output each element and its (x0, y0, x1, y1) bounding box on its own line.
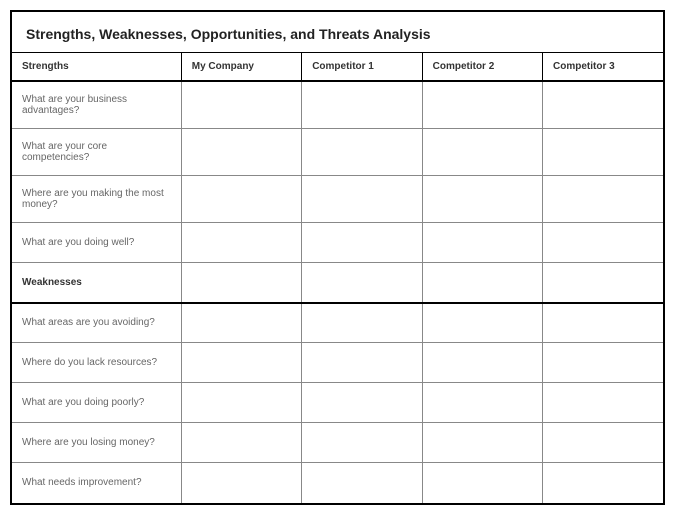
data-cell (181, 263, 301, 303)
data-cell (422, 223, 542, 263)
question-cell: What needs improvement? (12, 463, 181, 503)
data-cell (181, 223, 301, 263)
question-cell: What are you doing well? (12, 223, 181, 263)
data-cell (181, 176, 301, 223)
question-cell: Where do you lack resources? (12, 343, 181, 383)
table-row: What areas are you avoiding? (12, 303, 663, 343)
data-cell (543, 176, 663, 223)
table-row: Where are you losing money? (12, 423, 663, 463)
data-cell (181, 303, 301, 343)
header-row: Strengths My Company Competitor 1 Compet… (12, 53, 663, 82)
data-cell (302, 423, 422, 463)
data-cell (302, 303, 422, 343)
data-cell (543, 383, 663, 423)
data-cell (422, 463, 542, 503)
swot-document: Strengths, Weaknesses, Opportunities, an… (10, 10, 665, 505)
section-label: Weaknesses (12, 263, 181, 303)
header-col-category: Strengths (12, 53, 181, 82)
data-cell (181, 81, 301, 129)
data-cell (302, 129, 422, 176)
data-cell (422, 383, 542, 423)
data-cell (181, 343, 301, 383)
data-cell (302, 343, 422, 383)
data-cell (543, 423, 663, 463)
header-col-competitor-1: Competitor 1 (302, 53, 422, 82)
document-title: Strengths, Weaknesses, Opportunities, an… (12, 12, 663, 52)
data-cell (543, 303, 663, 343)
data-cell (302, 383, 422, 423)
data-cell (543, 343, 663, 383)
data-cell (181, 383, 301, 423)
table-row: Where do you lack resources? (12, 343, 663, 383)
data-cell (543, 129, 663, 176)
table-row: Where are you making the most money? (12, 176, 663, 223)
question-cell: What areas are you avoiding? (12, 303, 181, 343)
data-cell (302, 463, 422, 503)
table-row: What are your core competencies? (12, 129, 663, 176)
question-cell: What are you doing poorly? (12, 383, 181, 423)
data-cell (422, 263, 542, 303)
data-cell (302, 223, 422, 263)
data-cell (422, 423, 542, 463)
data-cell (422, 129, 542, 176)
question-cell: Where are you making the most money? (12, 176, 181, 223)
data-cell (181, 463, 301, 503)
data-cell (543, 223, 663, 263)
question-cell: What are your core competencies? (12, 129, 181, 176)
section-row-weaknesses: Weaknesses (12, 263, 663, 303)
swot-table: Strengths My Company Competitor 1 Compet… (12, 52, 663, 503)
question-cell: Where are you losing money? (12, 423, 181, 463)
data-cell (543, 263, 663, 303)
data-cell (302, 263, 422, 303)
data-cell (181, 129, 301, 176)
data-cell (422, 303, 542, 343)
table-row: What are you doing well? (12, 223, 663, 263)
data-cell (422, 176, 542, 223)
table-row: What needs improvement? (12, 463, 663, 503)
header-col-competitor-2: Competitor 2 (422, 53, 542, 82)
question-cell: What are your business advantages? (12, 81, 181, 129)
data-cell (302, 176, 422, 223)
data-cell (422, 81, 542, 129)
header-col-competitor-3: Competitor 3 (543, 53, 663, 82)
data-cell (543, 463, 663, 503)
data-cell (181, 423, 301, 463)
data-cell (302, 81, 422, 129)
data-cell (422, 343, 542, 383)
table-row: What are your business advantages? (12, 81, 663, 129)
data-cell (543, 81, 663, 129)
header-col-my-company: My Company (181, 53, 301, 82)
table-row: What are you doing poorly? (12, 383, 663, 423)
